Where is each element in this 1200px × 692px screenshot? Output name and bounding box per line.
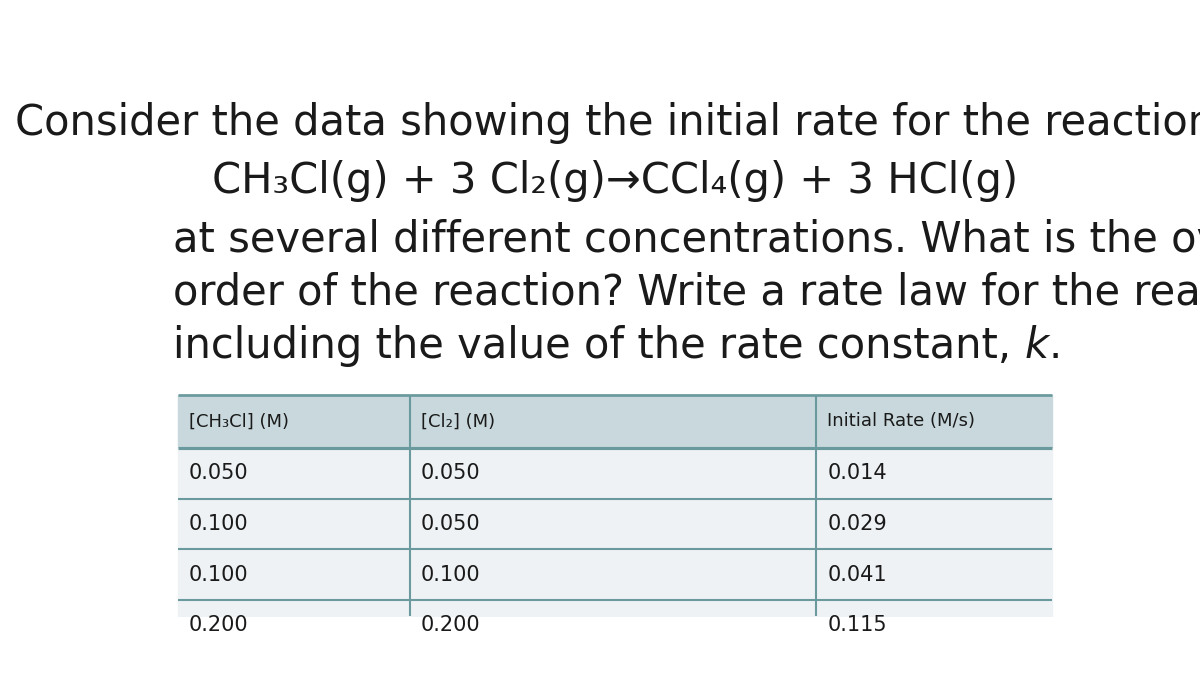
Text: k: k [1025, 325, 1049, 367]
Text: [CH₃Cl] (M): [CH₃Cl] (M) [190, 412, 289, 430]
Text: CH₃Cl(g) + 3 Cl₂(g)→CCl₄(g) + 3 HCl(g): CH₃Cl(g) + 3 Cl₂(g)→CCl₄(g) + 3 HCl(g) [212, 161, 1018, 202]
Text: .: . [1049, 325, 1062, 367]
Text: 0.050: 0.050 [190, 464, 248, 483]
Text: 0.029: 0.029 [827, 514, 887, 534]
Text: 0.050: 0.050 [421, 464, 480, 483]
Text: at several different concentrations. What is the overall: at several different concentrations. Wha… [173, 219, 1200, 261]
Text: Consider the data showing the initial rate for the reaction: Consider the data showing the initial ra… [16, 102, 1200, 144]
Text: 0.041: 0.041 [827, 565, 887, 585]
Text: 0.100: 0.100 [190, 514, 248, 534]
Text: 0.200: 0.200 [190, 615, 248, 635]
Text: [Cl₂] (M): [Cl₂] (M) [421, 412, 494, 430]
Text: including the value of the rate constant,: including the value of the rate constant… [173, 325, 1025, 367]
Text: Initial Rate (M/s): Initial Rate (M/s) [827, 412, 976, 430]
Text: 0.014: 0.014 [827, 464, 887, 483]
Text: 0.050: 0.050 [421, 514, 480, 534]
Text: 0.100: 0.100 [421, 565, 480, 585]
Text: 0.200: 0.200 [421, 615, 480, 635]
Text: order of the reaction? Write a rate law for the reaction,: order of the reaction? Write a rate law … [173, 272, 1200, 314]
Text: 0.100: 0.100 [190, 565, 248, 585]
Text: 0.115: 0.115 [827, 615, 887, 635]
